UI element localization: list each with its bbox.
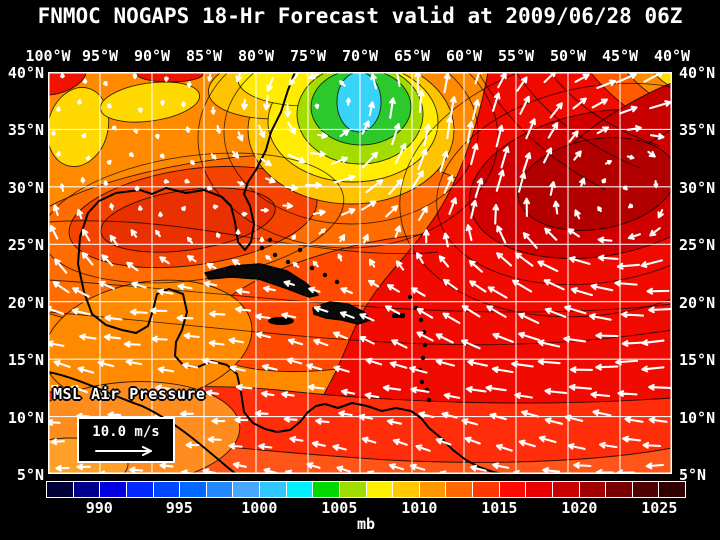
colorbar-cell xyxy=(659,482,685,497)
colorbar-tick-label: 990 xyxy=(85,499,113,517)
lat-label: 30°N xyxy=(679,178,716,197)
lon-label: 70°W xyxy=(341,47,379,65)
colorbar-cell xyxy=(632,482,659,497)
field-annotation: MSL Air Pressure xyxy=(53,385,206,403)
colorbar-cell xyxy=(339,482,366,497)
coastline-layer xyxy=(48,72,505,474)
lon-label: 85°W xyxy=(185,47,223,65)
lat-label: 10°N xyxy=(679,408,716,427)
lon-label: 65°W xyxy=(393,47,431,65)
colorbar-cell xyxy=(233,482,259,497)
colorbar-cell xyxy=(526,482,552,497)
lon-label: 80°W xyxy=(237,47,275,65)
colorbar-cell xyxy=(286,482,313,497)
colorbar-tick-label: 995 xyxy=(165,499,193,517)
wind-vector-layer xyxy=(48,72,672,474)
lat-label: 40°N xyxy=(7,64,44,82)
lat-label: 30°N xyxy=(7,178,44,197)
colorbar-unit: mb xyxy=(356,515,376,533)
colorbar-tick-label: 1015 xyxy=(481,499,518,517)
lat-label: 40°N xyxy=(679,64,716,82)
colorbar-cell xyxy=(180,482,206,497)
lat-label: 10°N xyxy=(7,408,44,427)
colorbar-cell xyxy=(499,482,526,497)
lat-label: 35°N xyxy=(7,121,44,140)
lon-label: 55°W xyxy=(497,47,535,65)
lat-label: 35°N xyxy=(679,121,716,140)
lon-label: 60°W xyxy=(445,47,483,65)
latlon-grid xyxy=(48,72,672,474)
wind-reference-label: 10.0 m/s xyxy=(92,424,160,440)
lon-label: 95°W xyxy=(81,47,119,65)
lon-label: 100°W xyxy=(25,47,71,65)
colorbar-cell xyxy=(419,482,446,497)
colorbar-cell xyxy=(606,482,632,497)
wind-reference-box: 10.0 m/s xyxy=(77,417,175,463)
map-border xyxy=(48,72,672,474)
lat-label: 15°N xyxy=(679,351,716,370)
lon-label: 90°W xyxy=(133,47,171,65)
colorbar-tick-label: 1025 xyxy=(641,499,678,517)
lat-label: 20°N xyxy=(7,293,44,312)
lon-label: 45°W xyxy=(601,47,639,65)
colorbar-tick-label: 1020 xyxy=(561,499,598,517)
colorbar-cell xyxy=(446,482,472,497)
wind-reference-arrow-icon xyxy=(95,446,152,456)
lat-label: 25°N xyxy=(679,236,716,255)
colorbar-cell xyxy=(47,482,73,497)
lat-label: 5°N xyxy=(679,466,707,484)
colorbar-cell xyxy=(126,482,153,497)
colorbar xyxy=(46,481,686,498)
colorbar-cell xyxy=(579,482,606,497)
lat-label: 5°N xyxy=(16,466,44,484)
lat-label: 25°N xyxy=(7,236,44,255)
colorbar-cell xyxy=(100,482,126,497)
lon-label: 75°W xyxy=(289,47,327,65)
colorbar-cell xyxy=(366,482,393,497)
colorbar-cell xyxy=(473,482,499,497)
colorbar-tick-label: 1000 xyxy=(241,499,278,517)
colorbar-cell xyxy=(313,482,339,497)
colorbar-cell xyxy=(73,482,100,497)
colorbar-tick-label: 1010 xyxy=(401,499,438,517)
colorbar-tick-label: 1005 xyxy=(321,499,358,517)
colorbar-cell xyxy=(206,482,233,497)
lon-label: 50°W xyxy=(549,47,587,65)
colorbar-cell xyxy=(260,482,286,497)
colorbar-cell xyxy=(393,482,419,497)
lon-label: 40°W xyxy=(653,47,691,65)
lat-label: 15°N xyxy=(7,351,44,370)
lat-label: 20°N xyxy=(679,293,716,312)
pressure-map xyxy=(48,72,672,474)
colorbar-cell xyxy=(153,482,180,497)
colorbar-cell xyxy=(552,482,579,497)
page-title: FNMOC NOGAPS 18-Hr Forecast valid at 200… xyxy=(37,4,683,28)
